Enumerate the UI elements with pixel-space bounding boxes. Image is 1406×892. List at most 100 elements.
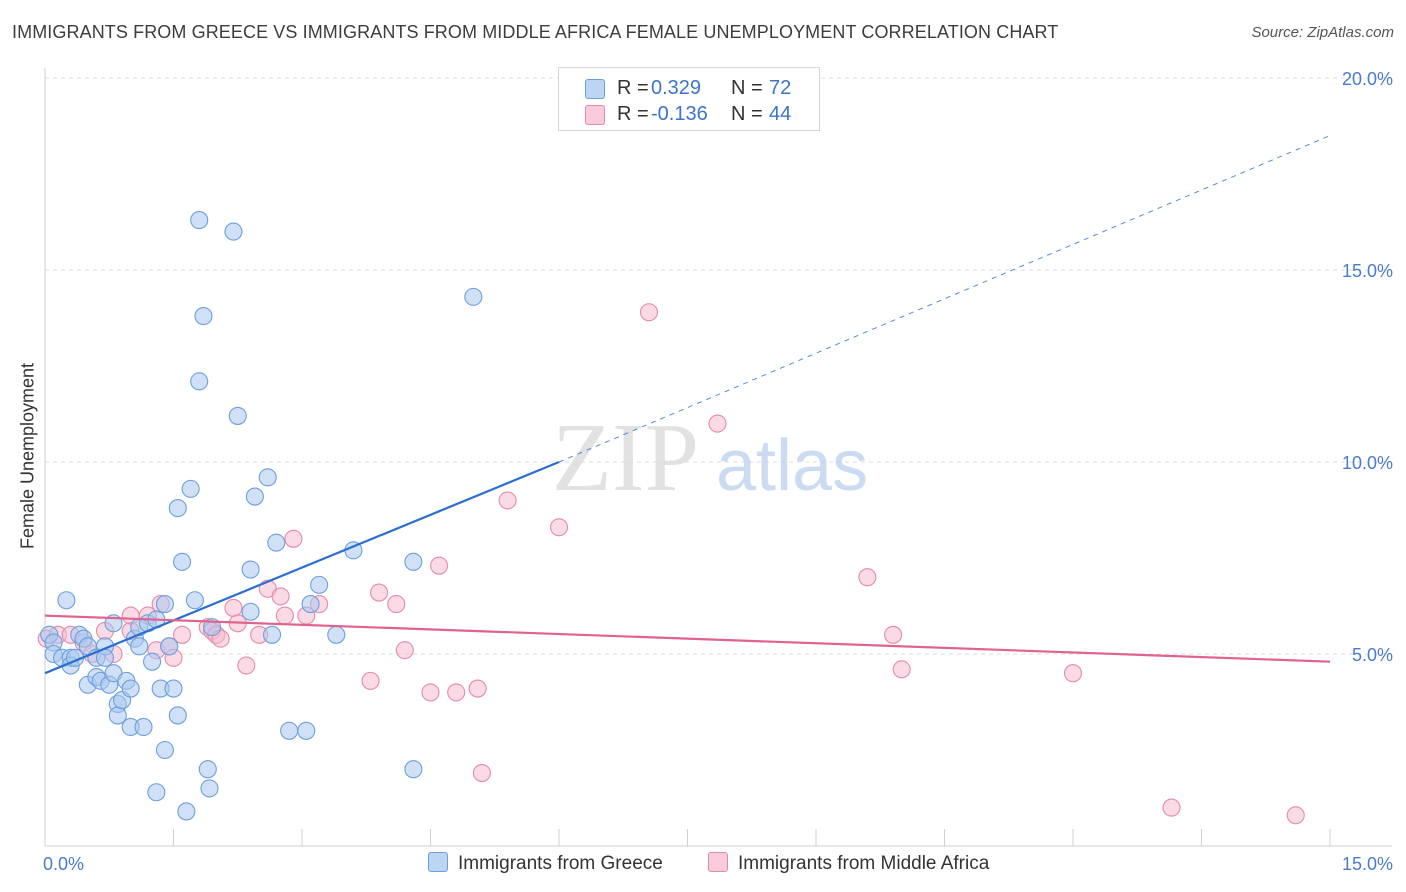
greece-point [190, 372, 209, 391]
greece-swatch [585, 79, 605, 99]
greece-point [181, 479, 200, 498]
africa-point [858, 568, 877, 587]
africa-point [237, 656, 256, 675]
chart-title: IMMIGRANTS FROM GREECE VS IMMIGRANTS FRO… [12, 22, 1059, 42]
greece-point [310, 575, 329, 594]
legend-label-africa: Immigrants from Middle Africa [738, 853, 990, 874]
africa-point [1162, 798, 1181, 817]
greece-trendline-extension [558, 135, 1331, 463]
greece-point [228, 406, 247, 425]
greece-point [203, 618, 222, 637]
watermark-zip: ZIP [552, 404, 699, 512]
greece-point [200, 779, 219, 798]
africa-legend-swatch [708, 852, 728, 872]
africa-point [361, 671, 380, 690]
greece-point [190, 211, 209, 230]
africa-point [708, 414, 727, 433]
n-value: 44 [769, 103, 792, 125]
y-axis-label: Female Unemployment [17, 362, 38, 550]
r-value: -0.136 [651, 103, 708, 125]
greece-point [224, 222, 243, 241]
greece-point [297, 721, 316, 740]
greece-point [147, 783, 166, 802]
tick-labels: 5.0% 10.0% 15.0% 20.0% 0.0% 15.0% [43, 69, 1393, 874]
greece-point [143, 652, 162, 671]
axes [44, 68, 1392, 847]
greece-point [404, 552, 423, 571]
greece-point [57, 591, 76, 610]
greece-point [258, 468, 277, 487]
greece-trendline [44, 460, 560, 675]
greece-point [121, 679, 140, 698]
africa-point [447, 683, 466, 702]
greece-point [155, 740, 174, 760]
greece-point [241, 560, 260, 579]
africa-point [395, 641, 414, 660]
greece-point [194, 307, 213, 326]
greece-point [327, 625, 346, 644]
legend-label-greece: Immigrants from Greece [458, 853, 663, 874]
africa-point [387, 595, 406, 614]
x-tick-label: 15.0% [1342, 854, 1393, 874]
greece-point [267, 533, 286, 552]
greece-point [155, 595, 174, 614]
africa-point [639, 303, 659, 322]
y-tick-label: 15.0% [1342, 261, 1393, 281]
africa-point [284, 529, 303, 548]
africa-points [37, 303, 1305, 825]
legend-item-africa: Immigrants from Middle Africa [708, 852, 989, 875]
greece-point [301, 595, 320, 614]
greece-point [168, 706, 187, 725]
africa-point [370, 583, 389, 602]
y-tick-label: 20.0% [1342, 69, 1393, 89]
greece-point [168, 499, 187, 518]
legend-item-greece: Immigrants from Greece [428, 852, 663, 875]
africa-point [224, 598, 243, 617]
watermark-atlas: atlas [716, 426, 868, 506]
greece-point [185, 591, 204, 610]
greece-points [40, 211, 483, 821]
africa-point [173, 625, 192, 644]
n-label: N = [731, 77, 763, 99]
greece-point [130, 637, 149, 656]
africa-point [884, 625, 903, 644]
stats-legend: R = 0.329 N = 72 R = -0.136 N = 44 [558, 67, 820, 131]
r-value: 0.329 [651, 77, 702, 99]
africa-point [892, 660, 911, 679]
greece-point [404, 760, 423, 779]
africa-point [430, 556, 449, 575]
africa-point [468, 679, 487, 698]
greece-point [160, 637, 179, 656]
africa-point [498, 491, 517, 510]
africa-point [271, 587, 290, 606]
x-tick-label: 0.0% [43, 854, 84, 874]
africa-point [472, 763, 491, 783]
source-label: Source: ZipAtlas.com [1251, 24, 1394, 41]
greece-point [177, 802, 196, 821]
n-label: N = [731, 103, 763, 125]
greece-point [464, 287, 483, 306]
r-label: R = [617, 103, 649, 125]
africa-point [275, 606, 294, 625]
greece-legend-swatch [428, 852, 448, 872]
greece-point [245, 487, 264, 506]
africa-point [421, 683, 440, 702]
africa-point [1063, 664, 1083, 683]
greece-point [280, 721, 299, 740]
trendlines [44, 135, 1331, 675]
n-value: 72 [769, 77, 792, 99]
greece-point [164, 679, 183, 698]
africa-trendline [44, 614, 1331, 663]
greece-point [173, 552, 192, 571]
greece-point [198, 760, 217, 779]
r-label: R = [617, 77, 649, 99]
africa-point [549, 518, 569, 537]
africa-point [1286, 806, 1305, 825]
africa-swatch [585, 105, 605, 125]
greece-point [134, 717, 153, 737]
greece-point [262, 625, 282, 644]
greece-point [241, 602, 260, 621]
y-tick-label: 10.0% [1342, 453, 1393, 473]
y-tick-label: 5.0% [1352, 645, 1393, 665]
